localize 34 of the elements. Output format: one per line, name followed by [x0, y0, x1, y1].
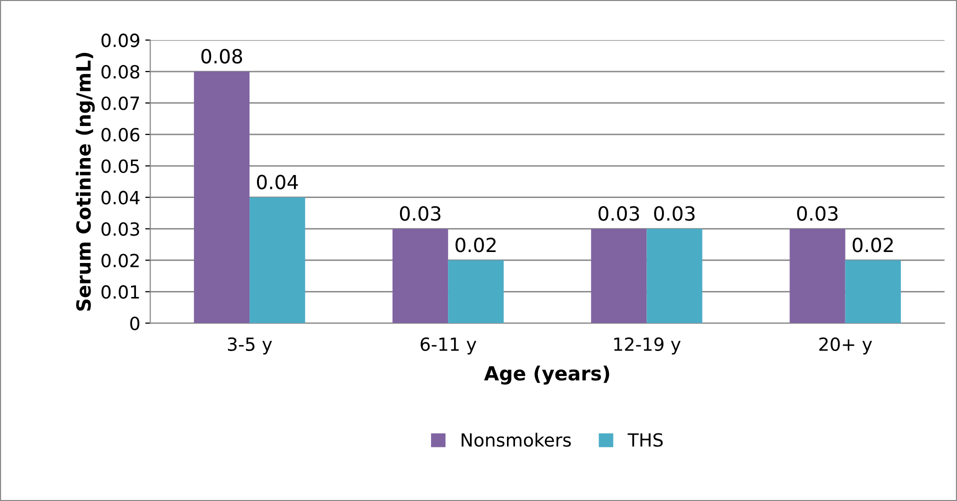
data-label: 0.08	[201, 48, 242, 64]
bar	[194, 72, 250, 324]
y-tick-label: 0.05	[102, 159, 139, 174]
bar	[448, 260, 504, 324]
y-tick-label: 0	[130, 316, 140, 330]
y-tick-label: 0.06	[102, 128, 140, 142]
bar	[790, 228, 846, 324]
bar	[250, 197, 306, 324]
data-label: 0.03	[400, 206, 440, 221]
bar	[845, 260, 901, 324]
x-tick-label: 3-5 y	[228, 337, 272, 355]
data-label: 0.03	[654, 206, 695, 221]
data-label: 0.02	[852, 238, 893, 252]
bar	[392, 228, 448, 324]
y-tick-label: 0.04	[102, 190, 140, 204]
legend-label: Nonsmokers	[462, 432, 571, 447]
data-label: 0.03	[598, 206, 639, 221]
x-tick-label: 6-11 y	[420, 337, 476, 355]
data-label: 0.02	[456, 238, 496, 252]
y-tick-label: 0.02	[102, 254, 139, 268]
x-tick-label: 12-19 y	[614, 337, 681, 355]
y-tick-label: 0.03	[102, 222, 140, 236]
y-tick-label: 0.09	[102, 34, 140, 48]
x-tick-label: 20+ y	[819, 337, 872, 355]
bar	[646, 228, 702, 324]
legend-label: THS	[628, 433, 663, 447]
y-tick-label: 0.08	[102, 64, 140, 79]
data-label: 0.03	[797, 206, 838, 221]
y-tick-label: 0.01	[102, 285, 139, 299]
y-tick-label: 0.07	[102, 96, 139, 110]
x-axis-title: Age (years)	[484, 366, 610, 385]
bar	[591, 228, 647, 324]
data-label: 0.04	[256, 174, 298, 190]
y-axis-title: Serum Cotinine (ng/mL)	[76, 52, 95, 311]
